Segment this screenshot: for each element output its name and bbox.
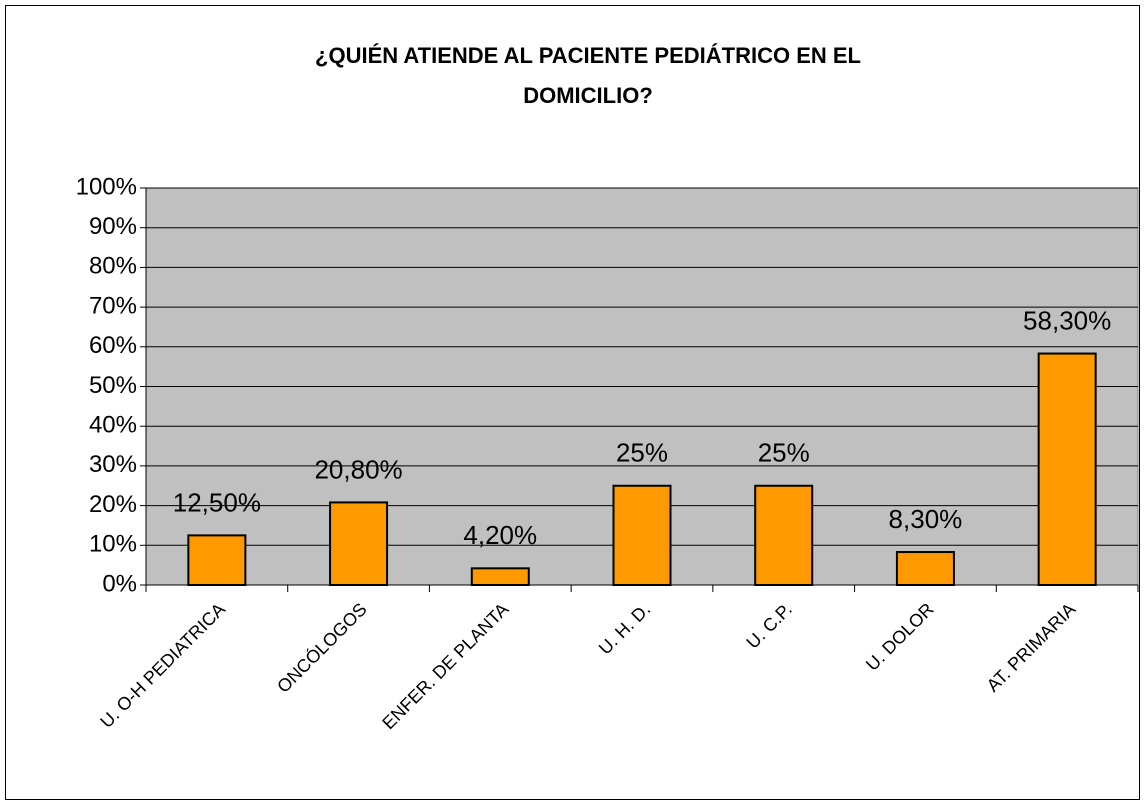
bar [1037,352,1097,587]
data-label: 12,50% [173,487,261,517]
bar [329,501,389,587]
y-tick-label: 80% [89,253,137,280]
chart-title: ¿QUIÉN ATIENDE AL PACIENTE PEDIÁTRICO EN… [315,43,861,68]
bar [470,567,530,586]
bar [187,534,247,586]
data-label: 25% [758,438,810,468]
y-tick-label: 70% [89,292,137,319]
y-tick-label: 50% [89,372,137,399]
y-tick-label: 60% [89,332,137,359]
y-tick-label: 90% [89,213,137,240]
data-label: 20,80% [314,454,402,484]
y-tick-label: 40% [89,412,137,439]
chart-title: DOMICILIO? [523,83,653,108]
bar [612,484,672,586]
data-label: 8,30% [889,504,963,534]
data-label: 25% [616,438,668,468]
bar [895,551,955,587]
y-tick-label: 20% [89,491,137,518]
data-label: 4,20% [463,520,537,550]
data-label: 58,30% [1023,305,1111,335]
y-tick-label: 0% [102,570,137,597]
y-tick-label: 100% [76,173,137,200]
bar [754,484,814,586]
y-tick-label: 30% [89,451,137,478]
y-tick-label: 10% [89,531,137,558]
